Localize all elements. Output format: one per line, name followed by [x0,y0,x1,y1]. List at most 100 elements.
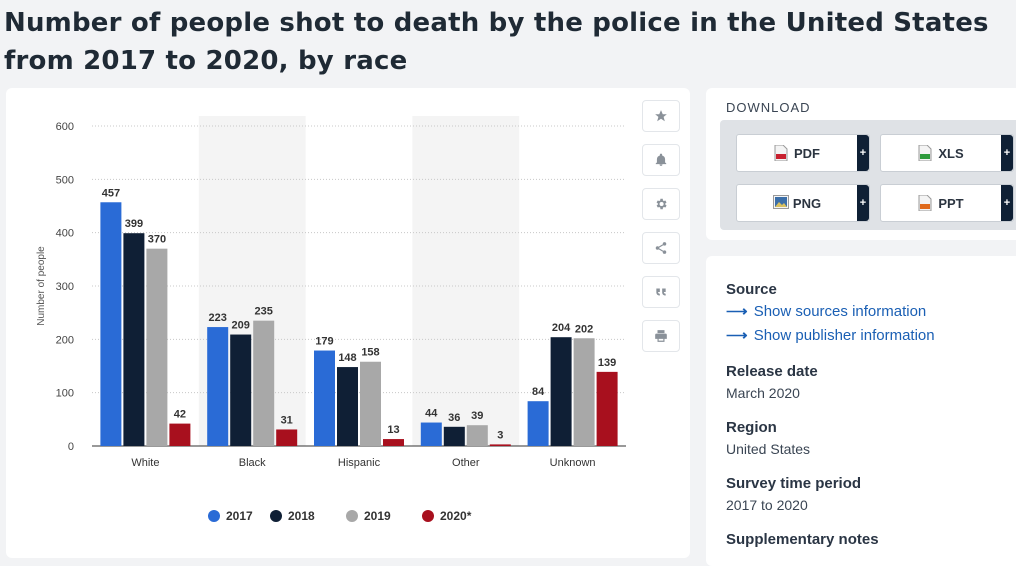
pdf-file-icon [774,144,788,162]
survey-heading: Survey time period [726,475,862,492]
download-pdf-button[interactable]: PDF + [736,134,870,172]
data-label: 44 [425,408,438,420]
download-png-button[interactable]: PNG + [736,184,870,222]
data-label: 223 [209,312,227,324]
y-tick-label: 200 [56,334,74,346]
download-ppt-plus[interactable]: + [1001,185,1013,221]
data-label: 202 [575,323,593,335]
x-tick-label: Black [239,457,266,469]
data-label: 457 [102,187,120,199]
bar-black-2019 [253,320,275,446]
survey-section: Survey time period 2017 to 2020 [726,474,861,516]
supplementary-section: Supplementary notes [726,530,879,550]
xls-file-icon [918,144,932,162]
source-heading: Source [726,281,777,298]
statistic-info-panel: Source ⟶ Show sources information ⟶ Show… [706,256,1016,566]
download-ppt-button[interactable]: PPT + [880,184,1014,222]
ppt-file-icon [918,194,932,212]
bar-black-2020 [276,429,298,446]
download-xls-button[interactable]: XLS + [880,134,1014,172]
release-value: March 2020 [726,385,800,401]
data-label: 148 [338,352,356,364]
release-heading: Release date [726,363,818,380]
bar-unknown-2019 [573,338,595,446]
legend-marker [422,510,434,522]
data-label: 84 [532,386,545,398]
bar-unknown-2020 [596,371,618,446]
region-heading: Region [726,419,777,436]
data-label: 31 [281,414,293,426]
y-tick-label: 600 [56,121,74,133]
chart-card: 0 100 200 300 400 500 600 Number of people 457 39… [6,88,690,558]
download-png-label: PNG [792,195,822,211]
download-heading: DOWNLOAD [726,100,811,115]
chart-toolbar [642,100,680,364]
data-label: 209 [232,320,250,332]
y-axis-label: Number of people [36,246,47,326]
data-label: 179 [315,336,333,348]
bar-hispanic-2020 [383,439,404,446]
bar-other-2019 [466,425,488,446]
png-file-icon [772,195,789,211]
legend-marker [208,510,220,522]
data-label: 42 [174,409,186,421]
data-label: 36 [448,412,460,424]
bar-unknown-2018 [550,337,572,446]
bell-icon[interactable] [642,144,680,176]
bar-black-2018 [230,334,252,446]
download-xls-label: XLS [938,145,964,161]
bar-white-2018 [123,233,145,446]
bar-other-2018 [443,426,465,446]
data-label: 139 [598,357,616,369]
page-title: Number of people shot to death by the po… [4,8,989,76]
release-section: Release date March 2020 [726,362,818,404]
share-icon[interactable] [642,232,680,264]
data-label: 204 [552,322,571,334]
bar-white-2020 [169,423,191,446]
x-tick-label: Hispanic [338,457,381,469]
download-panel: DOWNLOAD PDF + XLS + [706,88,1016,240]
bar-black-2017 [207,327,229,446]
y-tick-label: 400 [56,228,74,240]
data-label: 235 [255,306,273,318]
download-xls-plus[interactable]: + [1001,135,1013,171]
bar-other-2020 [489,444,511,446]
survey-value: 2017 to 2020 [726,497,808,513]
data-label: 158 [361,347,379,359]
bar-hispanic-2018 [337,367,358,446]
y-tick-label: 500 [56,174,74,186]
data-label: 370 [148,234,166,246]
show-publisher-label: Show publisher information [753,327,935,344]
source-section: Source ⟶ Show sources information ⟶ Show… [726,280,935,348]
legend-marker [270,510,282,522]
bar-other-2017 [420,422,442,446]
legend-label: 2019 [364,509,391,523]
gear-icon[interactable] [642,188,680,220]
region-value: United States [726,441,811,457]
data-label: 39 [471,410,483,422]
download-button-group: PDF + XLS + PNG + [720,120,1016,230]
download-ppt-label: PPT [938,195,964,211]
download-pdf-label: PDF [794,145,820,161]
y-tick-label: 300 [56,281,74,293]
data-label: 399 [125,218,143,230]
print-icon[interactable] [642,320,680,352]
show-sources-link[interactable]: ⟶ Show sources information [726,300,935,324]
legend-label: 2018 [288,509,315,523]
quote-icon[interactable] [642,276,680,308]
category-band [412,116,520,446]
bar-hispanic-2019 [360,361,381,446]
show-sources-label: Show sources information [753,303,927,320]
show-publisher-link[interactable]: ⟶ Show publisher information [726,324,935,348]
legend-label: 2017 [226,509,253,523]
x-tick-label: White [131,457,159,469]
download-png-plus[interactable]: + [857,185,869,221]
bar-white-2019 [146,248,168,446]
bar-unknown-2017 [527,401,549,446]
star-icon[interactable] [642,100,680,132]
bar-chart: 0 100 200 300 400 500 600 Number of people 457 39… [36,116,626,523]
download-pdf-plus[interactable]: + [857,135,869,171]
x-tick-label: Other [452,457,480,469]
x-tick-label: Unknown [550,457,596,469]
y-tick-label: 100 [56,388,74,400]
